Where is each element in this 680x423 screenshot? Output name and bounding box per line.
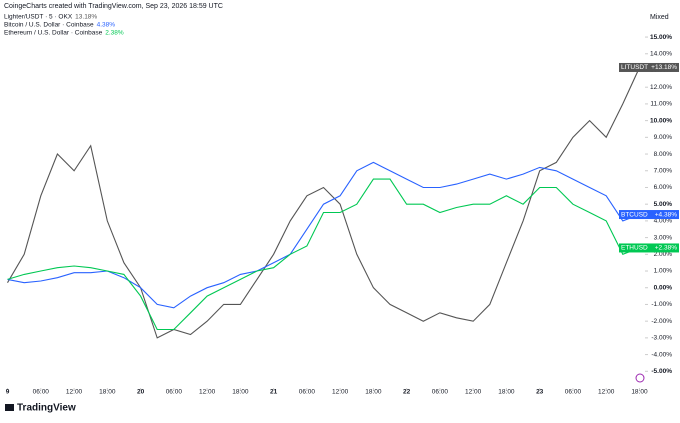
y-tick-label: 4.00%	[654, 218, 673, 225]
y-tick-label: 2.00%	[654, 251, 673, 258]
x-tick-label: 06:00	[565, 389, 582, 396]
tag-name: BTCUSD	[621, 211, 648, 218]
x-tick-label: 21	[270, 389, 278, 396]
x-tick-label: 18:00	[498, 389, 515, 396]
tag-box	[619, 62, 679, 72]
x-tick-label: 12:00	[332, 389, 349, 396]
brand: TradingView	[17, 403, 76, 414]
x-tick-label: 06:00	[299, 389, 316, 396]
x-tick-label: 12:00	[66, 389, 83, 396]
brand-logo: TradingView	[5, 403, 76, 414]
y-tick-label: -3.00%	[651, 335, 672, 342]
x-tick-label: 20	[137, 389, 145, 396]
price-tag: LITUSDT +13.18%	[619, 62, 679, 72]
legend-value: 13.18%	[75, 14, 97, 21]
y-tick-label: 8.00%	[654, 151, 673, 158]
tag-value: +13.18%	[651, 64, 677, 71]
y-tick-label: 9.00%	[654, 134, 673, 141]
y-tick-label: 15.00%	[650, 34, 672, 41]
tag-box	[619, 243, 679, 253]
legend-name: Bitcoin / U.S. Dollar · Coinbase	[4, 22, 94, 29]
event-icon[interactable]	[635, 373, 645, 383]
x-tick-label: 9	[6, 389, 10, 396]
x-tick-label: 12:00	[465, 389, 482, 396]
tag-name: LITUSDT	[621, 64, 648, 71]
y-tick-label: -5.00%	[651, 368, 672, 375]
tag-value: +4.38%	[655, 211, 677, 218]
y-tick-label: 6.00%	[654, 184, 673, 191]
y-tick-label: 10.00%	[650, 117, 672, 124]
y-tick-label: 5.00%	[654, 201, 673, 208]
tag-value: +2.38%	[655, 245, 677, 252]
price-tag: ETHUSD +2.38%	[619, 243, 679, 253]
legend-entry: Lighter/USDT · 5 · OKX 13.18%	[4, 14, 97, 21]
legend-name: Ethereum / U.S. Dollar · Coinbase	[4, 30, 103, 37]
y-tick-label: -2.00%	[651, 318, 672, 325]
x-tick-label: 06:00	[166, 389, 183, 396]
legend-name: Lighter/USDT · 5 · OKX	[4, 14, 73, 21]
x-tick-label: 12:00	[199, 389, 216, 396]
x-tick-label: 06:00	[33, 389, 50, 396]
y-tick-label: -4.00%	[651, 351, 672, 358]
y-tick-label: 1.00%	[654, 268, 673, 275]
x-tick-label: 23	[536, 389, 544, 396]
x-tick-label: 18:00	[99, 389, 116, 396]
y-tick-label: -1.00%	[651, 301, 672, 308]
scale-mode: Mixed	[650, 14, 669, 21]
x-tick-label: 18:00	[631, 389, 648, 396]
header: CoingeCharts created with TradingView.co…	[4, 3, 223, 10]
legend-value: 4.38%	[97, 22, 116, 29]
y-tick-label: 3.00%	[654, 234, 673, 241]
series-line	[7, 178, 640, 331]
tag-name: ETHUSD	[621, 245, 648, 252]
y-tick-label: 12.00%	[650, 84, 672, 91]
y-tick-label: 7.00%	[654, 167, 673, 174]
price-tag: BTCUSD +4.38%	[619, 210, 679, 220]
x-tick-label: 12:00	[598, 389, 615, 396]
x-tick-label: 06:00	[432, 389, 449, 396]
legend-entry: Ethereum / U.S. Dollar · Coinbase 2.38%	[4, 30, 124, 37]
series-line	[7, 161, 640, 309]
tag-box	[619, 210, 679, 220]
series-line	[7, 67, 640, 339]
legend-value: 2.38%	[105, 30, 124, 37]
y-tick-label: 14.00%	[650, 50, 672, 57]
x-tick-label: 22	[403, 389, 411, 396]
legend-entry: Bitcoin / U.S. Dollar · Coinbase 4.38%	[4, 22, 115, 29]
y-tick-label: 0.00%	[654, 284, 673, 291]
logo-mark	[5, 404, 14, 411]
y-tick-label: 11.00%	[650, 101, 672, 108]
x-tick-label: 18:00	[232, 389, 249, 396]
x-tick-label: 18:00	[365, 389, 382, 396]
